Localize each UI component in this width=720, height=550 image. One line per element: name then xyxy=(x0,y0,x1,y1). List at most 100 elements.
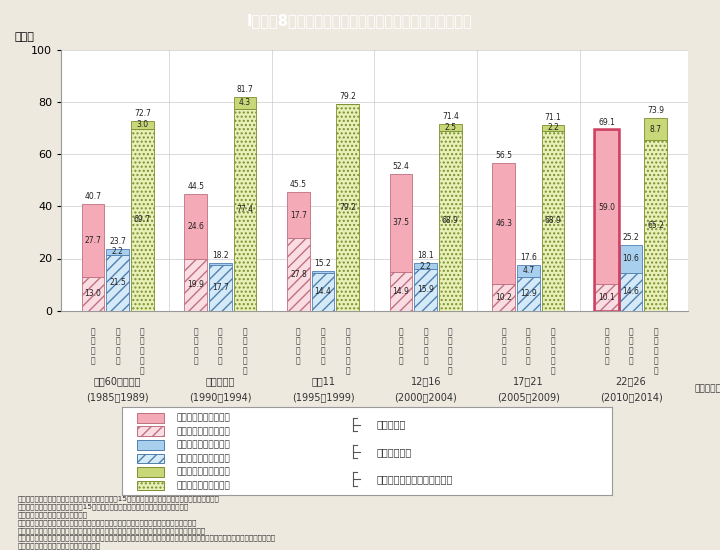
Text: 自
営
業
主
等: 自 営 業 主 等 xyxy=(551,327,555,375)
Text: 69.7: 69.7 xyxy=(134,215,150,224)
Bar xyxy=(517,265,540,277)
Bar xyxy=(137,426,164,436)
Text: 15.2: 15.2 xyxy=(315,259,331,268)
Bar xyxy=(492,163,515,284)
Text: （％）: （％） xyxy=(14,32,34,42)
Text: 就業継続（育休利用）－妊娠判明時就業～育児休業取得～子ども１歳時就業: 就業継続（育休利用）－妊娠判明時就業～育児休業取得～子ども１歳時就業 xyxy=(18,519,197,526)
Text: 21.5: 21.5 xyxy=(109,278,126,287)
Bar xyxy=(595,130,618,284)
Text: 68.9: 68.9 xyxy=(544,216,562,225)
Text: (2000～2004): (2000～2004) xyxy=(395,392,457,402)
Bar xyxy=(439,124,462,131)
Bar xyxy=(234,97,256,108)
Bar xyxy=(131,121,153,129)
Text: 就業継続（育休なし）: 就業継続（育休なし） xyxy=(176,481,230,490)
Text: （備考）　１．国立社会保障・人口問題研究所「第15回出生動向基本調査（夫婦調査）」より作成。: （備考） １．国立社会保障・人口問題研究所「第15回出生動向基本調査（夫婦調査）… xyxy=(18,495,220,502)
Bar xyxy=(209,265,232,311)
Text: 77.4: 77.4 xyxy=(236,205,253,214)
Text: パ
ー
ト
等: パ ー ト 等 xyxy=(526,327,531,365)
Text: ２．第１子が１歳以上15歳未満の子を持つ初婚どうし夫婦について集計。: ２．第１子が１歳以上15歳未満の子を持つ初婚どうし夫婦について集計。 xyxy=(18,503,189,510)
Text: 就業継続（育休なし）－妊娠判明時就業～育児休業取得なし～子ども１歳時就業: 就業継続（育休なし）－妊娠判明時就業～育児休業取得なし～子ども１歳時就業 xyxy=(18,527,206,534)
Text: 59.0: 59.0 xyxy=(598,203,615,212)
Text: 71.1: 71.1 xyxy=(545,113,562,122)
Text: 52.4: 52.4 xyxy=(392,162,410,170)
Bar xyxy=(541,125,564,131)
Text: 3.0: 3.0 xyxy=(136,120,148,129)
Text: 2.2: 2.2 xyxy=(420,262,432,271)
Text: 10.6: 10.6 xyxy=(623,254,639,263)
Text: 正
規
職
員: 正 規 職 員 xyxy=(91,327,95,365)
Text: 72.7: 72.7 xyxy=(134,109,150,118)
Text: 18.1: 18.1 xyxy=(418,251,434,260)
Text: 27.8: 27.8 xyxy=(290,270,307,279)
Text: 46.3: 46.3 xyxy=(495,219,513,228)
Text: 4.3: 4.3 xyxy=(239,98,251,107)
Text: 12.9: 12.9 xyxy=(520,289,537,299)
Text: 27.7: 27.7 xyxy=(84,236,102,245)
Text: 正規の職員: 正規の職員 xyxy=(377,420,406,430)
Text: 就業継続（育休利用）: 就業継続（育休利用） xyxy=(176,468,230,476)
Text: 自
営
業
主
等: 自 営 業 主 等 xyxy=(140,327,145,375)
Text: パ
ー
ト
等: パ ー ト 等 xyxy=(423,327,428,365)
Bar xyxy=(82,277,104,311)
Bar xyxy=(312,273,334,311)
Bar xyxy=(184,258,207,311)
Text: パ
ー
ト
等: パ ー ト 等 xyxy=(218,327,222,365)
Text: パ
ー
ト
等: パ ー ト 等 xyxy=(320,327,325,365)
Bar xyxy=(620,273,642,311)
Bar xyxy=(107,255,129,311)
Text: 81.7: 81.7 xyxy=(237,85,253,94)
Text: 2.2: 2.2 xyxy=(112,247,124,256)
Text: (1990～1994): (1990～1994) xyxy=(189,392,251,402)
Text: 73.9: 73.9 xyxy=(647,106,665,114)
Text: 就業継続（育休なし）: 就業継続（育休なし） xyxy=(176,454,230,463)
Text: （第１子出生年）: （第１子出生年） xyxy=(695,384,720,393)
Bar xyxy=(415,263,437,269)
Text: 4.7: 4.7 xyxy=(523,266,534,276)
Text: 14.4: 14.4 xyxy=(315,288,331,296)
Bar xyxy=(541,131,564,311)
Text: 69.1: 69.1 xyxy=(598,118,615,127)
Bar xyxy=(517,277,540,311)
Text: 14.6: 14.6 xyxy=(623,287,639,296)
Bar xyxy=(439,131,462,311)
Text: 19.9: 19.9 xyxy=(187,280,204,289)
Text: 就業継続（育休なし）: 就業継続（育休なし） xyxy=(176,427,230,436)
Bar xyxy=(137,413,164,423)
Text: 正
規
職
員: 正 規 職 員 xyxy=(604,327,609,365)
Bar xyxy=(492,284,515,311)
Text: 22～26: 22～26 xyxy=(616,377,647,387)
Bar xyxy=(390,272,413,311)
Bar xyxy=(595,284,618,311)
Text: 14.9: 14.9 xyxy=(392,287,410,296)
Text: 自
営
業
主
等: 自 営 業 主 等 xyxy=(654,327,658,375)
Text: 56.5: 56.5 xyxy=(495,151,513,160)
Text: (2005～2009): (2005～2009) xyxy=(497,392,560,402)
Text: 37.5: 37.5 xyxy=(392,218,410,227)
Text: ７～11: ７～11 xyxy=(311,377,335,387)
Bar xyxy=(82,205,104,277)
Bar xyxy=(415,269,437,311)
Text: 68.9: 68.9 xyxy=(442,216,459,225)
Text: 10.1: 10.1 xyxy=(598,293,615,302)
Text: 平成２～６: 平成２～６ xyxy=(206,377,235,387)
Bar xyxy=(137,440,164,450)
Bar xyxy=(644,140,667,311)
Bar xyxy=(137,467,164,477)
Text: 正
規
職
員: 正 規 職 員 xyxy=(501,327,506,365)
Bar xyxy=(209,263,232,265)
Text: 44.5: 44.5 xyxy=(187,183,204,191)
Text: 25.2: 25.2 xyxy=(623,233,639,242)
Text: 13.0: 13.0 xyxy=(84,289,102,298)
Text: 12～16: 12～16 xyxy=(410,377,441,387)
Text: 就業継続（育休利用）: 就業継続（育休利用） xyxy=(176,414,230,422)
Text: 17.7: 17.7 xyxy=(212,283,229,292)
Text: 71.4: 71.4 xyxy=(442,112,459,121)
Text: 79.2: 79.2 xyxy=(339,203,356,212)
Text: 自
営
業
主
等: 自 営 業 主 等 xyxy=(448,327,453,375)
Text: 就業継続（育休利用）: 就業継続（育休利用） xyxy=(176,441,230,449)
Text: 2.2: 2.2 xyxy=(547,123,559,133)
Bar xyxy=(107,249,129,255)
Text: 17～21: 17～21 xyxy=(513,377,544,387)
Text: 24.6: 24.6 xyxy=(187,222,204,231)
